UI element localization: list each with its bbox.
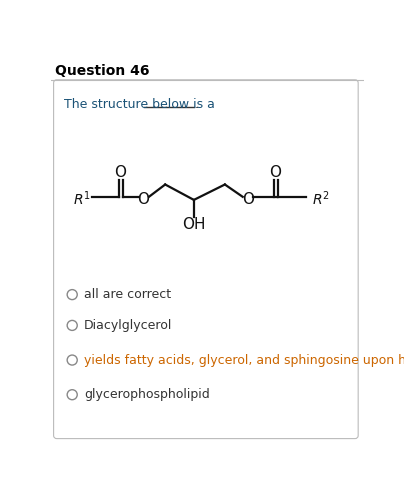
Text: O: O — [114, 165, 126, 180]
Circle shape — [67, 390, 77, 400]
Text: O: O — [269, 165, 281, 180]
Circle shape — [67, 290, 77, 300]
Text: $R^2$: $R^2$ — [311, 189, 330, 208]
Text: OH: OH — [182, 217, 206, 232]
Text: all are correct: all are correct — [84, 288, 171, 301]
Text: yields fatty acids, glycerol, and sphingosine upon hydrolysis: yields fatty acids, glycerol, and sphing… — [84, 354, 404, 367]
FancyBboxPatch shape — [54, 80, 358, 439]
Text: Diacylglycerol: Diacylglycerol — [84, 319, 172, 332]
Circle shape — [67, 355, 77, 365]
Text: O: O — [137, 192, 149, 207]
Text: $R^1$: $R^1$ — [73, 189, 91, 208]
Text: .: . — [195, 98, 199, 111]
Text: Question 46: Question 46 — [55, 64, 149, 78]
Text: The structure below is a: The structure below is a — [65, 98, 215, 111]
Text: O: O — [242, 192, 254, 207]
Circle shape — [67, 320, 77, 330]
Text: glycerophospholipid: glycerophospholipid — [84, 388, 210, 401]
